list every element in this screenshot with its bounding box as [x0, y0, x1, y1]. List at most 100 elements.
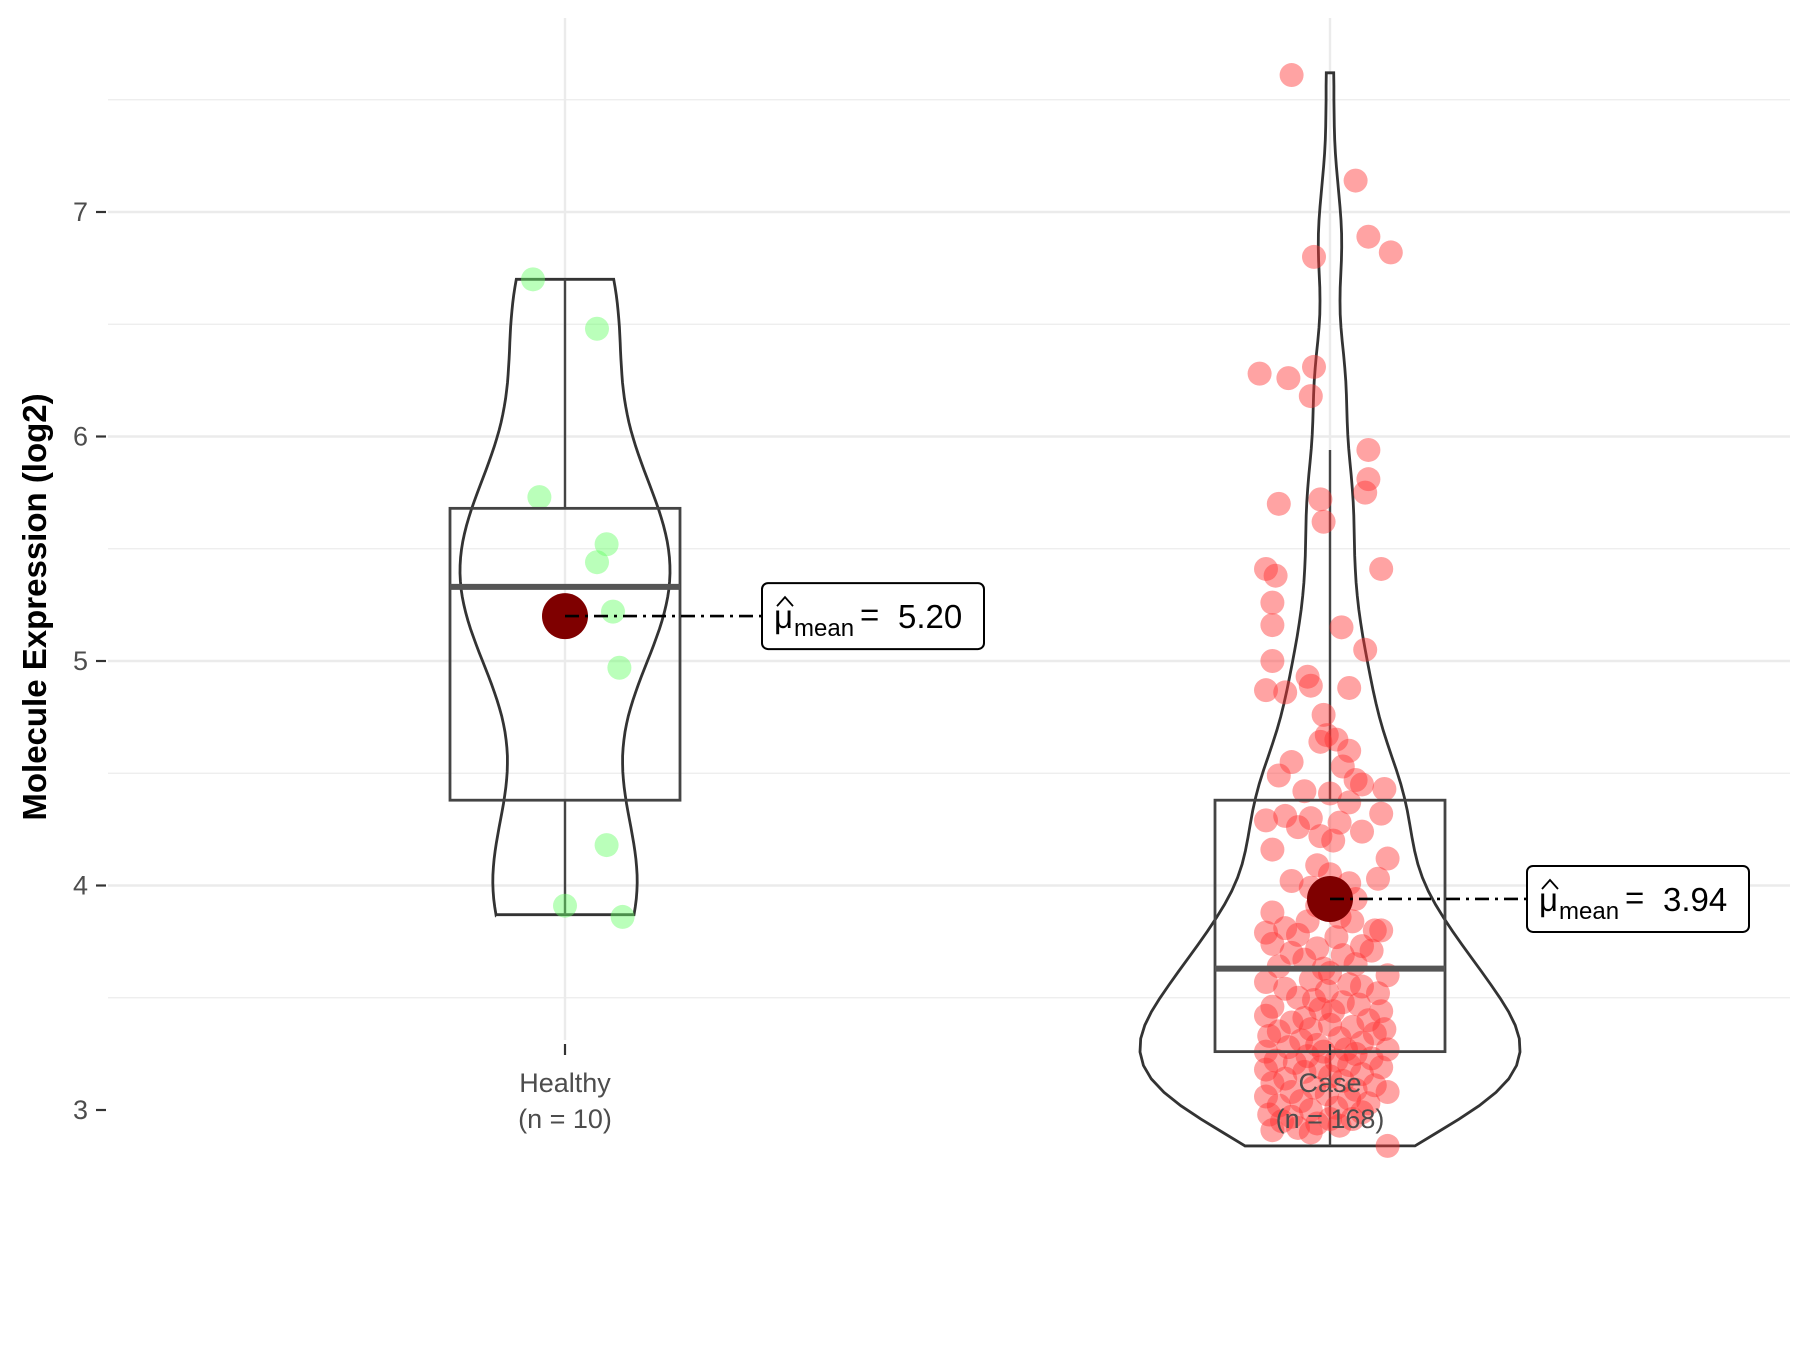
- data-point: [1343, 168, 1368, 193]
- data-point: [1327, 1026, 1352, 1051]
- data-point: [1254, 556, 1278, 581]
- violin-outline: [458, 277, 672, 918]
- x-tick-count: (n = 168): [1276, 1104, 1385, 1134]
- data-point: [1308, 729, 1333, 754]
- data-point: [1321, 828, 1346, 853]
- data-point: [1286, 985, 1310, 1010]
- data-point: [594, 833, 619, 858]
- data-point: [1314, 979, 1339, 1004]
- data-point: [1260, 1118, 1285, 1143]
- data-point: [601, 599, 625, 624]
- y-tick-label: 5: [73, 646, 88, 676]
- data-point: [1279, 1010, 1304, 1035]
- data-point: [521, 267, 545, 292]
- data-point: [1302, 987, 1326, 1012]
- y-tick-label: 7: [73, 197, 88, 227]
- data-point: [1362, 1073, 1387, 1098]
- data-point: [1254, 1084, 1278, 1109]
- data-point: [1369, 999, 1394, 1024]
- data-point: [1266, 763, 1291, 788]
- data-point: [1350, 1062, 1374, 1087]
- data-point: [1330, 990, 1355, 1015]
- x-axis: Healthy (n = 10) Case (n = 168): [518, 1044, 1384, 1134]
- data-point: [1329, 615, 1354, 640]
- data-point: [1362, 918, 1387, 943]
- data-point: [1362, 1021, 1387, 1046]
- data-point: [1324, 925, 1349, 950]
- group-healthy: μ mean = 5.20: [448, 267, 985, 929]
- y-axis: 3 4 5 6 7: [73, 197, 106, 1125]
- y-tick-label: 3: [73, 1095, 88, 1125]
- data-point: [1359, 938, 1384, 963]
- data-point: [1314, 723, 1339, 748]
- data-point: [1369, 556, 1394, 581]
- box-iqr: [448, 506, 682, 802]
- data-point: [1369, 801, 1394, 826]
- hat-icon: [1541, 878, 1559, 890]
- data-point: [1337, 972, 1362, 997]
- mean-value: 5.20: [898, 598, 962, 635]
- x-tick-count: (n = 10): [518, 1104, 612, 1134]
- data-point: [1356, 1008, 1381, 1033]
- data-point: [1378, 240, 1403, 265]
- hat-icon: [776, 595, 794, 607]
- data-point: [527, 485, 552, 510]
- data-point: [1343, 767, 1368, 792]
- data-point: [1375, 1080, 1400, 1105]
- data-point: [1298, 1120, 1323, 1145]
- data-point: [1330, 754, 1355, 779]
- data-point: [1337, 790, 1362, 815]
- data-point: [1298, 1017, 1323, 1042]
- data-point: [1308, 996, 1333, 1021]
- data-point: [1273, 916, 1298, 941]
- data-point: [1356, 224, 1381, 249]
- data-point: [1298, 384, 1323, 409]
- data-point: [1334, 1037, 1358, 1062]
- plot-panel: μ mean = 5.20μ mean = 3.94: [448, 63, 1750, 1158]
- data-point: [1260, 1071, 1285, 1096]
- data-point: [1279, 63, 1304, 88]
- mu-symbol: μ: [1539, 881, 1558, 918]
- data-point: [1286, 1115, 1310, 1140]
- data-point: [1356, 467, 1381, 492]
- data-point: [1295, 909, 1320, 934]
- data-point: [1350, 819, 1374, 844]
- data-point: [1330, 1068, 1355, 1093]
- data-point: [1366, 981, 1390, 1006]
- data-point: [1353, 480, 1378, 505]
- data-point: [1340, 1014, 1365, 1039]
- jitter-points: [521, 267, 635, 929]
- data-point: [1276, 1035, 1301, 1060]
- data-point: [1260, 994, 1285, 1019]
- data-point: [1343, 1077, 1368, 1102]
- data-point: [1292, 1005, 1317, 1030]
- data-point: [1254, 678, 1278, 703]
- data-point: [1279, 869, 1304, 894]
- data-point: [1279, 750, 1304, 775]
- data-point: [1337, 675, 1362, 700]
- data-point: [1327, 810, 1352, 835]
- data-point: [1308, 487, 1333, 512]
- data-point: [1263, 563, 1288, 588]
- x-tick-label: Case: [1298, 1068, 1361, 1098]
- data-point: [1305, 936, 1330, 961]
- data-point: [1353, 637, 1378, 662]
- data-point: [1346, 992, 1371, 1017]
- data-point: [1286, 815, 1310, 840]
- data-point: [1337, 738, 1362, 763]
- mean-label-box: [1526, 864, 1750, 933]
- data-point: [1257, 1023, 1282, 1048]
- data-point: [1257, 1102, 1282, 1127]
- data-point: [1372, 776, 1397, 801]
- data-point: [1273, 680, 1298, 705]
- data-point: [1279, 1080, 1304, 1105]
- data-point: [1350, 934, 1374, 959]
- data-point: [1337, 1086, 1362, 1111]
- data-point: [1254, 808, 1278, 833]
- data-point: [1350, 1030, 1374, 1055]
- mean-label-box: [761, 582, 985, 651]
- data-point: [1273, 976, 1298, 1001]
- data-point: [1295, 664, 1320, 689]
- data-point: [1305, 853, 1330, 878]
- data-point: [1369, 1055, 1394, 1080]
